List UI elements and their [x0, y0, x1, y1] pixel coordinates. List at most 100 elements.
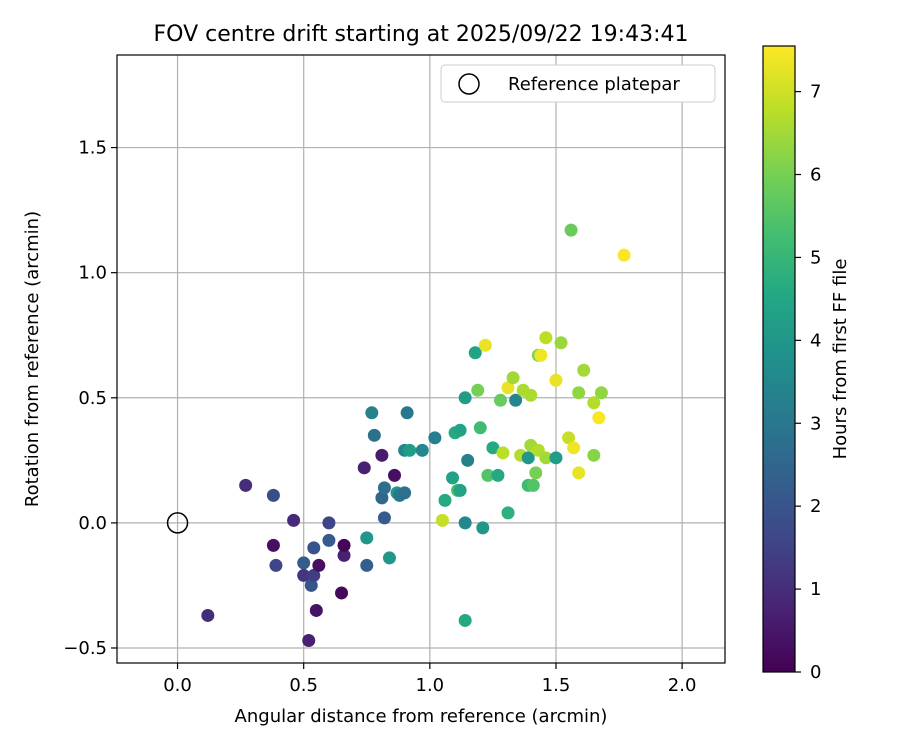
data-point	[400, 406, 414, 420]
data-point	[375, 448, 389, 462]
data-point	[458, 613, 472, 627]
data-point	[491, 468, 505, 482]
data-point	[322, 516, 336, 530]
colorbar-tick-label: 2	[810, 496, 821, 517]
data-point	[539, 451, 553, 465]
data-point	[360, 531, 374, 545]
colorbar-tick-label: 0	[810, 662, 821, 683]
data-point	[539, 331, 553, 345]
data-point	[435, 513, 449, 527]
data-point	[304, 578, 318, 592]
x-axis-ticks: 0.0 0.5 1.0 1.5 2.0	[163, 663, 696, 696]
data-point	[453, 423, 467, 437]
data-point	[509, 393, 523, 407]
data-point	[529, 466, 543, 480]
y-tick-label: 0.5	[78, 388, 107, 409]
data-point	[297, 556, 311, 570]
data-point	[269, 558, 283, 572]
data-point	[526, 478, 540, 492]
data-point	[309, 603, 323, 617]
data-point	[312, 558, 326, 572]
data-point	[481, 468, 495, 482]
colorbar-tick-label: 7	[810, 82, 821, 103]
data-point	[549, 373, 563, 387]
y-tick-label: 1.5	[78, 138, 107, 159]
data-point	[335, 586, 349, 600]
x-tick-label: 1.0	[416, 675, 445, 696]
data-point	[594, 386, 608, 400]
data-point	[307, 568, 321, 582]
x-tick-label: 1.5	[542, 675, 571, 696]
colorbar-tick-label: 1	[810, 579, 821, 600]
data-point	[461, 453, 475, 467]
data-point	[388, 468, 402, 482]
data-point	[521, 451, 535, 465]
colorbar	[762, 45, 796, 673]
data-point	[478, 338, 492, 352]
data-point	[476, 521, 490, 535]
data-point	[534, 348, 548, 362]
data-points	[201, 223, 631, 647]
chart-title: FOV centre drift starting at 2025/09/22 …	[154, 22, 689, 47]
reference-point	[166, 512, 189, 534]
axes-frame	[116, 54, 726, 664]
data-point	[287, 513, 301, 527]
data-point	[562, 431, 576, 445]
data-point	[501, 506, 515, 520]
data-point	[577, 363, 591, 377]
data-point	[337, 548, 351, 562]
data-point	[617, 248, 631, 262]
x-tick-label: 0.5	[289, 675, 318, 696]
data-point	[398, 486, 412, 500]
data-point	[572, 386, 586, 400]
data-point	[592, 411, 606, 425]
x-tick-label: 2.0	[668, 675, 697, 696]
data-point	[382, 551, 396, 565]
data-point	[468, 346, 482, 360]
x-tick-label: 0.0	[163, 675, 192, 696]
data-point	[377, 481, 391, 495]
data-point	[438, 493, 452, 507]
data-point	[415, 443, 429, 457]
data-point	[446, 471, 460, 485]
legend-label: Reference platepar	[508, 74, 680, 95]
data-point	[496, 446, 510, 460]
data-point	[587, 448, 601, 462]
data-point	[367, 428, 381, 442]
data-point	[506, 371, 520, 385]
grid-lines	[117, 55, 725, 663]
data-point	[564, 223, 578, 237]
y-axis-label: Rotation from reference (arcmin)	[22, 211, 43, 507]
data-point	[458, 516, 472, 530]
data-point	[365, 406, 379, 420]
legend: Reference platepar	[440, 64, 716, 103]
y-tick-label: −0.5	[63, 638, 107, 659]
data-point	[357, 461, 371, 475]
data-point	[572, 466, 586, 480]
data-point	[375, 491, 389, 505]
colorbar-tick-label: 4	[810, 330, 821, 351]
data-point	[337, 538, 351, 552]
data-point	[501, 381, 515, 395]
data-point	[266, 538, 280, 552]
colorbar-ticks: 0 1 2 3 4 5 6 7	[795, 82, 821, 683]
y-axis-ticks: −0.5 0.0 0.5 1.0 1.5	[63, 138, 117, 659]
colorbar-tick-label: 6	[810, 165, 821, 186]
data-point	[473, 421, 487, 435]
data-point	[201, 608, 215, 622]
data-point	[266, 488, 280, 502]
data-point	[307, 541, 321, 555]
colorbar-tick-label: 3	[810, 413, 821, 434]
data-point	[302, 633, 316, 647]
data-point	[239, 478, 253, 492]
data-point	[458, 391, 472, 405]
data-point	[486, 441, 500, 455]
data-point	[471, 383, 485, 397]
data-point	[377, 511, 391, 525]
data-point	[587, 396, 601, 410]
legend-box	[440, 64, 716, 103]
data-point	[554, 336, 568, 350]
colorbar-tick-label: 5	[810, 247, 821, 268]
